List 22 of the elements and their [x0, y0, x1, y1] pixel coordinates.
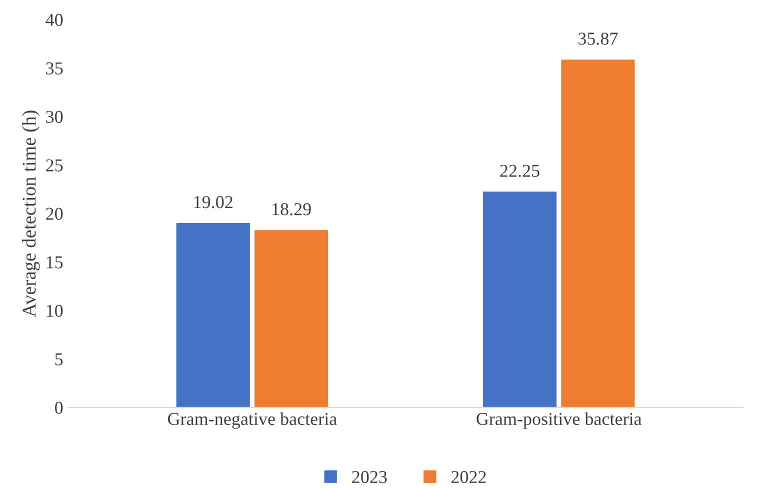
y-tick-label: 15 [46, 256, 63, 268]
y-tick-label: 5 [55, 353, 63, 366]
bar [254, 230, 328, 408]
bar [176, 223, 250, 408]
data-label: 35.87 [578, 32, 618, 45]
legend-label: 2022 [451, 470, 486, 484]
data-label: 18.29 [272, 203, 311, 216]
y-tick-label: 20 [46, 208, 63, 220]
legend-label: 2023 [352, 470, 387, 484]
data-label: 19.02 [194, 196, 232, 208]
y-tick-label: 10 [46, 304, 63, 317]
bar [561, 60, 635, 408]
bar [482, 192, 557, 408]
data-label: 22.25 [500, 164, 540, 177]
y-axis-title: Average detection time (h) [22, 110, 40, 318]
y-tick-label: 25 [46, 159, 63, 172]
y-tick-label: 35 [46, 62, 63, 74]
y-tick-label: 0 [55, 402, 63, 414]
y-tick-label: 40 [46, 14, 63, 26]
x-tick-label: Gram-negative bacteria [168, 412, 337, 429]
y-tick-label: 30 [46, 110, 63, 123]
x-tick-label: Gram-positive bacteria [476, 412, 642, 429]
